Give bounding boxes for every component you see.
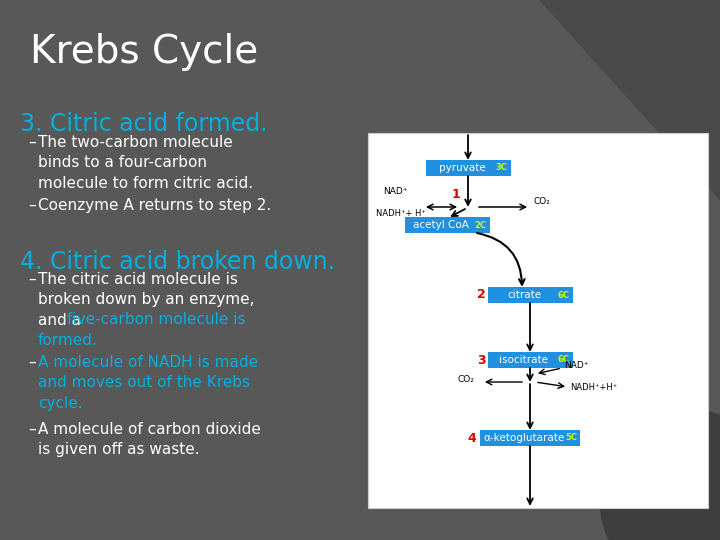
Text: 3. Citric acid formed.: 3. Citric acid formed. <box>20 112 268 136</box>
Text: 1: 1 <box>452 188 461 201</box>
Text: 4. Citric acid broken down.: 4. Citric acid broken down. <box>20 250 335 274</box>
Text: 4: 4 <box>467 431 476 444</box>
Text: –: – <box>28 355 35 370</box>
Text: NADH⁺+ H⁺: NADH⁺+ H⁺ <box>376 210 426 219</box>
Text: Coenzyme A returns to step 2.: Coenzyme A returns to step 2. <box>38 198 271 213</box>
Text: 3C: 3C <box>495 164 508 172</box>
Text: 5C: 5C <box>565 434 577 442</box>
Polygon shape <box>540 0 720 200</box>
FancyBboxPatch shape <box>426 160 510 176</box>
FancyBboxPatch shape <box>480 430 580 446</box>
FancyBboxPatch shape <box>487 287 572 303</box>
Text: A molecule of carbon dioxide
is given off as waste.: A molecule of carbon dioxide is given of… <box>38 422 261 457</box>
Text: CO₂: CO₂ <box>534 198 551 206</box>
Text: NAD⁺: NAD⁺ <box>383 186 408 195</box>
Text: The citric acid molecule is
broken down by an enzyme,
and a: The citric acid molecule is broken down … <box>38 272 254 328</box>
Text: 3: 3 <box>477 354 485 367</box>
Text: 2: 2 <box>477 288 486 301</box>
Text: A molecule of NADH is made
and moves out of the Krebs
cycle.: A molecule of NADH is made and moves out… <box>38 355 258 411</box>
Text: NAD⁺: NAD⁺ <box>564 361 588 370</box>
Text: pyruvate: pyruvate <box>438 163 485 173</box>
Text: isocitrate: isocitrate <box>500 355 549 365</box>
Text: acetyl CoA: acetyl CoA <box>413 220 469 230</box>
Text: citrate: citrate <box>507 290 541 300</box>
FancyBboxPatch shape <box>368 133 708 508</box>
Text: five-carbon molecule is: five-carbon molecule is <box>67 313 246 327</box>
Text: –: – <box>28 272 35 287</box>
FancyBboxPatch shape <box>405 217 490 233</box>
Circle shape <box>600 410 720 540</box>
Text: The two-carbon molecule
binds to a four-carbon
molecule to form citric acid.: The two-carbon molecule binds to a four-… <box>38 135 253 191</box>
FancyBboxPatch shape <box>487 352 572 368</box>
Text: –: – <box>28 422 35 437</box>
Text: 6C: 6C <box>557 291 570 300</box>
Text: –: – <box>28 198 35 213</box>
Text: NADH⁺+H⁺: NADH⁺+H⁺ <box>570 383 617 393</box>
Text: –: – <box>28 135 35 150</box>
Text: 2C: 2C <box>474 220 487 230</box>
Text: formed.: formed. <box>38 333 98 348</box>
Text: CO₂: CO₂ <box>458 375 475 384</box>
Text: α-ketoglutarate: α-ketoglutarate <box>483 433 564 443</box>
Text: Krebs Cycle: Krebs Cycle <box>30 33 258 71</box>
Text: 6C: 6C <box>557 355 570 364</box>
